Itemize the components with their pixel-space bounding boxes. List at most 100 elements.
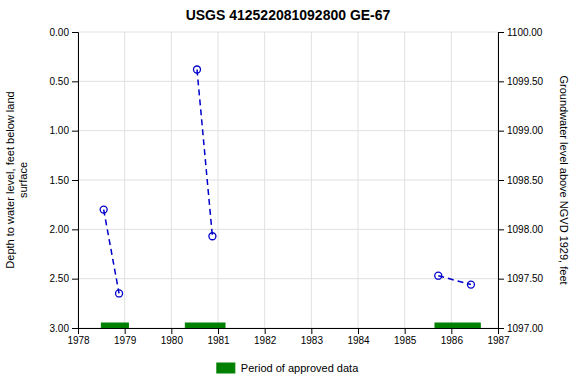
range-series (101, 323, 480, 328)
tick: 2.50 (50, 273, 78, 284)
tick: 0.50 (50, 76, 78, 87)
tick-label: 1099.00 (507, 125, 544, 136)
tick-label: 2.00 (50, 224, 70, 235)
tick-label: 1983 (301, 335, 324, 346)
tick: 0.00 (50, 27, 78, 38)
point (100, 206, 107, 213)
tick-label: 1.50 (50, 175, 70, 186)
axis-line (79, 329, 499, 335)
point (467, 281, 474, 288)
tick: 3.00 (50, 323, 78, 334)
tick-mark (358, 328, 359, 334)
tick-mark (405, 328, 406, 334)
line-series (435, 272, 475, 288)
tick-mark (498, 32, 504, 33)
tick: 1982 (254, 328, 277, 346)
tick-mark (498, 131, 504, 132)
tick-label: 1980 (161, 335, 184, 346)
tick-label: 1100.00 (507, 27, 543, 38)
tick: 1986 (441, 328, 464, 346)
tick: 1099.50 (498, 76, 544, 87)
tick-label: 1.00 (50, 125, 70, 136)
legend-swatch (217, 363, 235, 373)
tick-label: 1097.00 (507, 323, 544, 334)
point (116, 290, 123, 297)
tick-mark (72, 180, 78, 181)
point (209, 233, 216, 240)
grid-line (78, 32, 498, 33)
tick-mark (498, 328, 504, 329)
tick-label: 1985 (394, 335, 417, 346)
tick-label: 1098.50 (507, 175, 544, 186)
tick: 1978 (67, 328, 90, 346)
range-bar (435, 323, 480, 328)
tick: 1098.00 (498, 224, 544, 235)
tick-mark (72, 81, 78, 82)
axis: 1097.00 1097.50 1098.00 1098.50 1099.00 1099.… (498, 27, 544, 334)
tick: 1985 (394, 328, 417, 346)
tick-label: 1979 (114, 335, 137, 346)
line (197, 69, 212, 236)
range-bar (101, 323, 128, 328)
tick-mark (498, 279, 504, 280)
point (194, 66, 201, 73)
tick-mark (72, 32, 78, 33)
legend-item: Period of approved data (217, 362, 359, 374)
tick: 1984 (347, 328, 370, 346)
grid-line (78, 180, 498, 181)
chart: 1978 1979 1980 1981 1982 1983 1984 1985 1986 1987… (0, 0, 576, 384)
grid-line (78, 229, 498, 230)
point (435, 272, 442, 279)
tick-label: 2.50 (50, 273, 70, 284)
axis: 0.00 0.50 1.00 1.50 2.00 2.50 3.00 (50, 27, 79, 334)
tick: 1097.50 (498, 273, 544, 284)
tick-label: 1981 (207, 335, 230, 346)
axis-line (499, 33, 505, 329)
tick-label: 1098.00 (507, 224, 544, 235)
tick-label: 1097.50 (507, 273, 544, 284)
axis-title: Groundwater level above NGVD 1929, feet (558, 75, 570, 284)
tick-mark (72, 229, 78, 230)
tick-label: 1986 (441, 335, 464, 346)
tick: 1099.00 (498, 125, 544, 136)
tick-label: 1099.50 (507, 76, 544, 87)
tick-label: 1978 (67, 335, 90, 346)
range-bar (185, 323, 225, 328)
tick-mark (72, 131, 78, 132)
tick-mark (311, 328, 312, 334)
tick: 1100.00 (498, 27, 543, 38)
grid-line (78, 278, 498, 279)
line-series (100, 206, 122, 297)
title: USGS 412522081092800 GE-67 (186, 7, 391, 23)
grid-line (78, 81, 498, 82)
tick-label: 1982 (254, 335, 277, 346)
tick-mark (171, 328, 172, 334)
tick-mark (72, 328, 78, 329)
marks (100, 66, 480, 328)
tick: 1983 (301, 328, 324, 346)
tick: 1.50 (50, 175, 78, 186)
axis-title: Depth to water level, feet below landsur… (4, 91, 29, 268)
line-series (194, 66, 216, 240)
tick-mark (451, 328, 452, 334)
tick-mark (265, 328, 266, 334)
tick-label: 0.00 (50, 27, 70, 38)
grid (78, 32, 498, 328)
tick-mark (72, 279, 78, 280)
tick-mark (125, 328, 126, 334)
tick-mark (218, 328, 219, 334)
tick-label: 1987 (487, 335, 510, 346)
line (104, 210, 119, 294)
tick-label: 0.50 (50, 76, 70, 87)
tick-label: 1984 (347, 335, 370, 346)
tick: 2.00 (50, 224, 78, 235)
tick: 1980 (161, 328, 184, 346)
tick: 1097.00 (498, 323, 544, 334)
tick-mark (498, 180, 504, 181)
legend: Period of approved data (217, 362, 359, 374)
plot-area: 1978 1979 1980 1981 1982 1983 1984 1985 1986 1987… (4, 27, 570, 346)
axis-line (72, 33, 79, 329)
tick: 1.00 (50, 125, 78, 136)
grid-line (78, 130, 498, 131)
tick-mark (498, 81, 504, 82)
